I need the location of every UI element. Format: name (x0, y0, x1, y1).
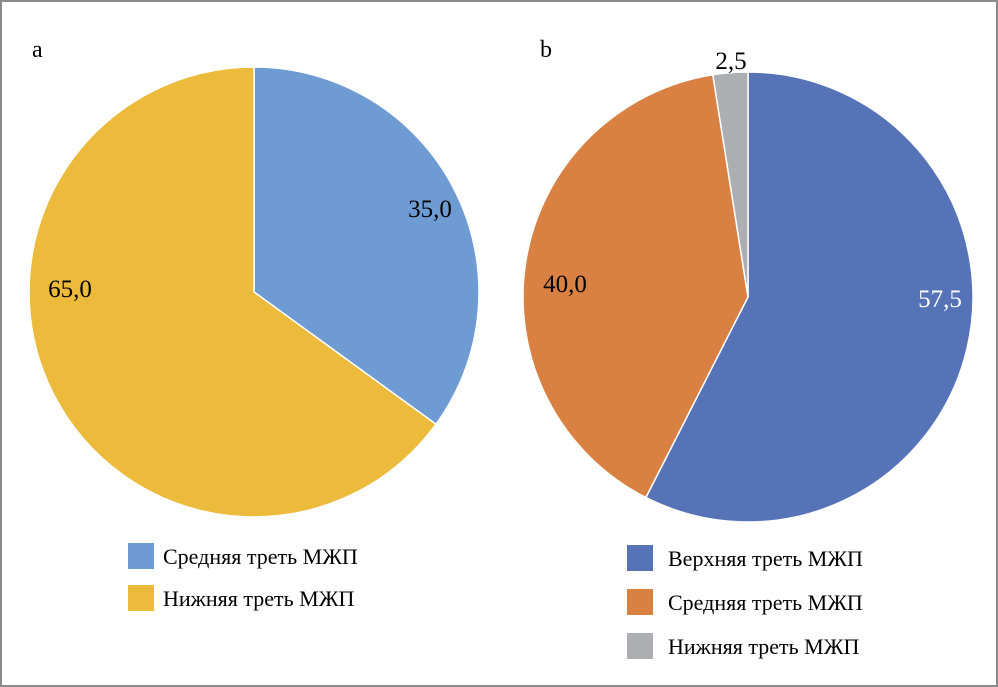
legend-swatch (128, 585, 154, 611)
legend-swatch (627, 633, 653, 659)
legend-swatch (128, 543, 154, 569)
legend-swatch (627, 589, 653, 615)
data-label: 40,0 (543, 271, 587, 298)
legend-label: Средняя треть МЖП (163, 544, 358, 569)
pie-slice (522, 73, 749, 499)
data-label: 57,5 (918, 286, 962, 313)
pie-slice (644, 71, 974, 523)
data-label: 65,0 (48, 276, 92, 303)
pie-slice (28, 66, 438, 518)
data-label: 2,5 (715, 48, 746, 75)
legend-label: Нижняя треть МЖП (163, 586, 354, 611)
legend-label: Верхняя треть МЖП (668, 546, 863, 571)
legend-label: Нижняя треть МЖП (668, 634, 859, 659)
panel-label-a: a (32, 37, 43, 63)
pie-slice (253, 66, 480, 426)
pie-slice (711, 71, 749, 298)
legend-label: Средняя треть МЖП (668, 590, 863, 615)
data-label: 35,0 (408, 196, 452, 223)
legend-swatch (627, 545, 653, 571)
panel-label-b: b (540, 37, 552, 63)
